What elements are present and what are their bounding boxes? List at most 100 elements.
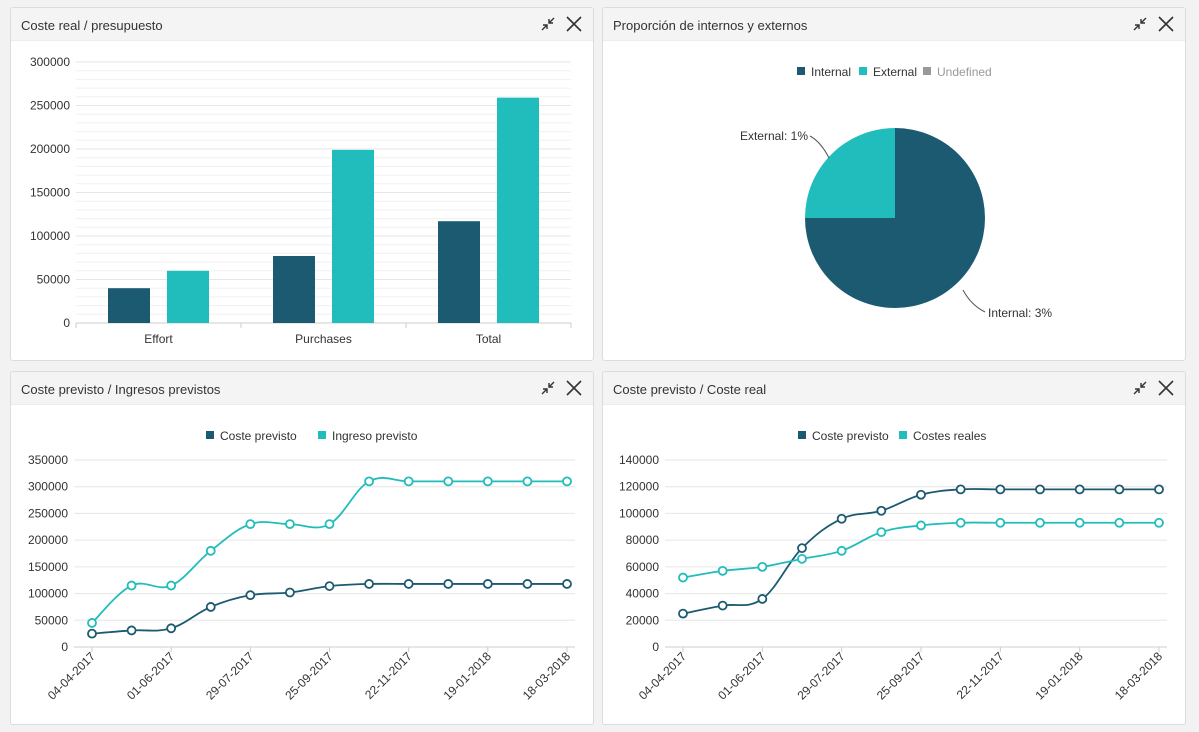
- panel-title: Coste previsto / Ingresos previstos: [21, 382, 221, 397]
- data-point: [678, 608, 688, 619]
- data-point: [166, 623, 177, 634]
- data-point: [205, 545, 216, 556]
- collapse-arrows-icon[interactable]: [539, 379, 557, 397]
- legend-swatch: [206, 431, 214, 439]
- data-point: [205, 602, 216, 612]
- data-point: [955, 484, 966, 495]
- x-tick-label: 29-07-2017: [794, 649, 848, 703]
- close-icon[interactable]: [565, 379, 583, 397]
- data-point: [364, 579, 374, 589]
- y-tick-label: 250000: [28, 506, 68, 520]
- y-tick-label: 140000: [619, 453, 659, 467]
- bar: [497, 97, 539, 323]
- legend-swatch: [923, 67, 931, 75]
- legend-swatch: [318, 431, 326, 439]
- data-label: External: 1%: [740, 129, 808, 143]
- panel-coste-real-presupuesto: Coste real / presupuesto 0 50000 100000 150…: [10, 7, 594, 361]
- y-tick-label: 40000: [626, 587, 660, 601]
- data-point: [1074, 517, 1085, 528]
- collapse-arrows-icon[interactable]: [1131, 379, 1149, 397]
- series-line: [682, 521, 1159, 579]
- y-tick-label: 150000: [30, 186, 70, 200]
- x-tick-label: 01-06-2017: [124, 649, 178, 703]
- x-tick-label: 18-03-2018: [1112, 649, 1166, 703]
- x-tick-label: 25-09-2017: [874, 649, 928, 703]
- y-tick-label: 0: [652, 640, 659, 654]
- line-chart: Coste previsto Costes reales 0 20000 40000 60…: [619, 429, 1167, 703]
- y-tick-label: 300000: [28, 480, 68, 494]
- panel-body: 0 50000 100000 150000 200000 250000 300000 Effo…: [11, 41, 593, 360]
- collapse-arrows-icon[interactable]: [539, 15, 557, 33]
- data-point: [245, 590, 256, 601]
- data-point: [285, 587, 295, 598]
- collapse-arrows-icon[interactable]: [1131, 15, 1149, 33]
- data-point: [285, 519, 295, 530]
- data-point: [1074, 484, 1085, 495]
- x-tick-label: 18-03-2018: [520, 649, 574, 703]
- data-point: [1154, 517, 1164, 528]
- y-tick-label: 80000: [626, 533, 660, 547]
- panel-coste-previsto-ingresos-previstos: Coste previsto / Ingresos previstos Cost…: [10, 371, 594, 725]
- x-tick-label: 22-11-2017: [362, 649, 415, 702]
- legend-label: Coste previsto: [812, 429, 889, 443]
- x-tick-label: 04-04-2017: [45, 649, 99, 703]
- y-tick-label: 50000: [37, 273, 71, 287]
- panel-title: Coste real / presupuesto: [21, 18, 163, 33]
- data-point: [717, 600, 728, 611]
- series-line: [682, 488, 1159, 615]
- data-point: [245, 519, 256, 530]
- panel-header: Proporción de internos y externos: [603, 8, 1185, 41]
- data-point: [995, 484, 1006, 495]
- x-tick-label: 01-06-2017: [715, 649, 769, 703]
- data-point: [916, 489, 926, 500]
- y-tick-label: 150000: [28, 560, 68, 574]
- y-tick-label: 20000: [626, 613, 660, 627]
- panel-title: Coste previsto / Coste real: [613, 382, 767, 397]
- series-line: [91, 477, 567, 624]
- data-point: [403, 476, 414, 487]
- close-icon[interactable]: [565, 15, 583, 33]
- x-tick-label: Effort: [144, 332, 173, 346]
- close-icon[interactable]: [1157, 379, 1175, 397]
- y-tick-label: 60000: [626, 560, 660, 574]
- data-point: [717, 565, 728, 576]
- y-tick-label: 0: [61, 640, 68, 654]
- data-point: [443, 579, 454, 589]
- bar: [108, 288, 150, 323]
- bar: [332, 149, 374, 323]
- y-tick-label: 120000: [619, 480, 659, 494]
- panel-body: Coste previsto Costes reales 0 20000 40000 60…: [603, 405, 1185, 724]
- panel-header: Coste previsto / Ingresos previstos: [11, 372, 593, 405]
- legend-label: Internal: [811, 65, 851, 79]
- legend-swatch: [859, 67, 867, 75]
- data-point: [1154, 484, 1164, 495]
- x-tick-label: Purchases: [295, 332, 352, 346]
- legend-label: External: [873, 65, 917, 79]
- bar-chart: 0 50000 100000 150000 200000 250000 300000 Effo…: [30, 55, 572, 346]
- data-point: [126, 625, 137, 636]
- legend-swatch: [798, 431, 806, 439]
- data-point: [797, 543, 807, 554]
- data-point: [916, 520, 926, 531]
- y-tick-label: 350000: [28, 453, 68, 467]
- y-tick-label: 50000: [35, 613, 69, 627]
- data-point: [364, 476, 374, 487]
- pie-chart: Internal External Undefined Internal: 3% Ext…: [740, 65, 1052, 320]
- y-tick-label: 0: [63, 316, 70, 330]
- data-label: Internal: 3%: [988, 306, 1052, 320]
- connector-line: [962, 289, 986, 313]
- x-tick-label: 19-01-2018: [1032, 649, 1086, 703]
- y-tick-label: 250000: [30, 99, 70, 113]
- y-tick-label: 300000: [30, 55, 70, 69]
- data-point: [955, 517, 966, 528]
- x-tick-label: 04-04-2017: [636, 649, 690, 703]
- data-point: [797, 553, 807, 564]
- data-point: [324, 581, 335, 591]
- data-point: [836, 545, 847, 556]
- data-point: [995, 517, 1006, 528]
- panel-header: Coste real / presupuesto: [11, 8, 593, 41]
- close-icon[interactable]: [1157, 15, 1175, 33]
- x-tick-label: 22-11-2017: [954, 649, 1007, 702]
- y-tick-label: 200000: [30, 142, 70, 156]
- bar: [273, 256, 315, 323]
